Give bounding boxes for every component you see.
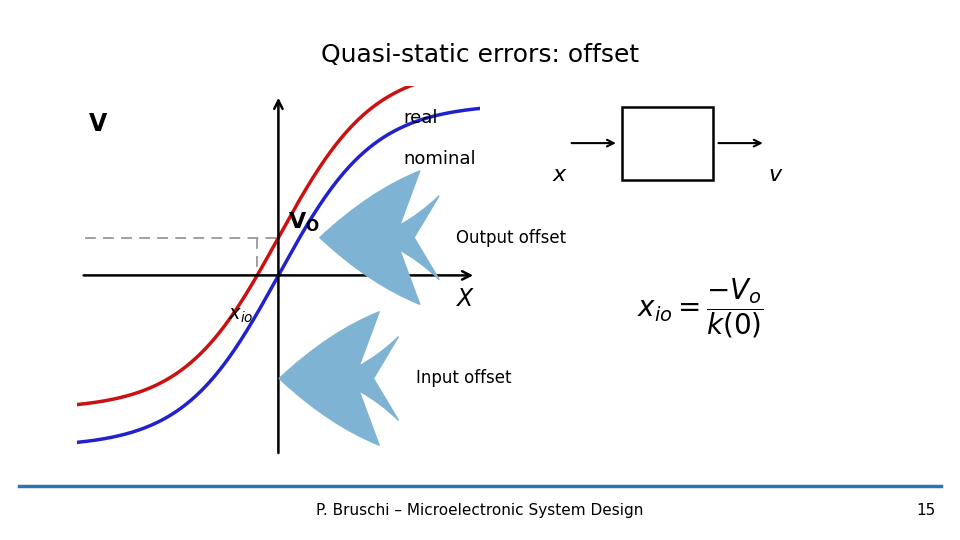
Text: Quasi-static errors: offset: Quasi-static errors: offset <box>321 43 639 67</box>
Text: 15: 15 <box>917 503 936 518</box>
Text: $x_{io} = \dfrac{-V_o}{k(0)}$: $x_{io} = \dfrac{-V_o}{k(0)}$ <box>637 276 764 340</box>
Text: v: v <box>769 165 781 185</box>
Text: $\mathbf{V_O}$: $\mathbf{V_O}$ <box>288 211 320 234</box>
Text: real: real <box>403 109 438 127</box>
Text: X: X <box>456 287 472 312</box>
Text: nominal: nominal <box>403 150 476 168</box>
Text: $x_{io}$: $x_{io}$ <box>228 306 253 325</box>
Text: Input offset: Input offset <box>416 369 511 388</box>
Text: V: V <box>89 112 108 136</box>
Text: x: x <box>553 165 565 185</box>
Text: P. Bruschi – Microelectronic System Design: P. Bruschi – Microelectronic System Desi… <box>316 503 644 518</box>
Text: Output offset: Output offset <box>456 228 566 247</box>
